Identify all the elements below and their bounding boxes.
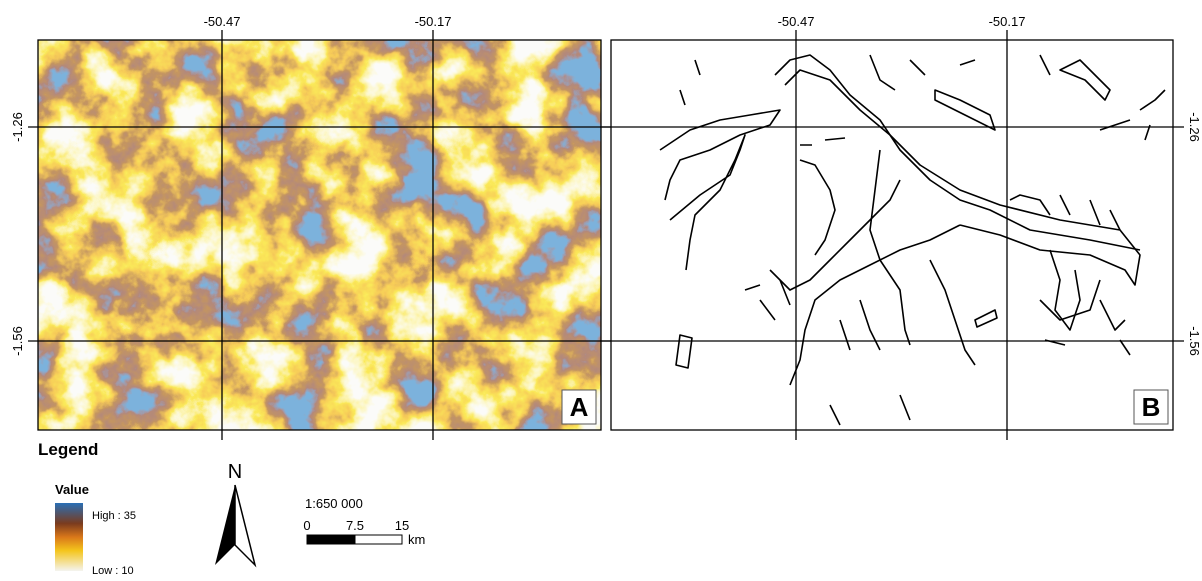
lon-label: -50.17 — [415, 14, 452, 29]
lat-label: -1.26 — [10, 112, 25, 142]
arrow-right — [235, 485, 255, 565]
panel-a: -50.47 -50.17 -1.26 -1.56 A — [10, 14, 611, 440]
frame — [611, 40, 1173, 430]
north-label: N — [228, 461, 242, 483]
lat-label: -1.56 — [1187, 326, 1202, 356]
scale-ratio: 1:650 000 — [305, 496, 363, 511]
scale-segment — [307, 535, 355, 544]
legend: Legend Value High : 35 Low : 10 — [38, 440, 136, 576]
panel-label: A — [570, 392, 589, 422]
scale-unit: km — [408, 532, 425, 547]
scale-tick-label: 0 — [303, 518, 310, 533]
legend-title: Legend — [38, 440, 98, 459]
north-arrow: N — [215, 461, 255, 565]
lon-label: -50.47 — [204, 14, 241, 29]
scale-tick-label: 7.5 — [346, 518, 364, 533]
legend-low: Low : 10 — [92, 565, 134, 576]
lon-label: -50.47 — [778, 14, 815, 29]
panel-label: B — [1142, 392, 1161, 422]
legend-field: Value — [55, 482, 89, 497]
scale-segment — [355, 535, 402, 544]
legend-high: High : 35 — [92, 510, 136, 522]
lat-label: -1.56 — [10, 326, 25, 356]
figure: -50.47 -50.17 -1.26 -1.56 A — [0, 0, 1202, 576]
arrow-left — [215, 485, 235, 565]
scale-bar: 1:650 000 0 7.5 15 km — [303, 496, 425, 547]
lat-label: -1.26 — [1187, 112, 1202, 142]
lon-label: -50.17 — [989, 14, 1026, 29]
color-ramp — [55, 503, 83, 571]
raster-map — [38, 40, 601, 430]
scale-tick-label: 15 — [395, 518, 409, 533]
panel-b: -50.47 -50.17 -1.26 -1.56 B — [600, 14, 1202, 440]
